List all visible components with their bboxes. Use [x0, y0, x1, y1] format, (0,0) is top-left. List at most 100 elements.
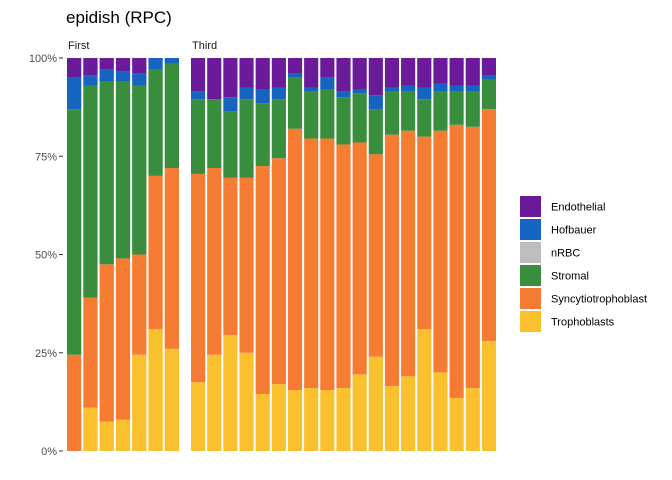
stacked-bar: [320, 58, 335, 451]
bar-segment-syncytiotrophoblast: [417, 136, 432, 330]
bar-segment-stromal: [433, 91, 448, 131]
bar-segment-trophoblasts: [417, 329, 432, 451]
legend-item-hofbauer: Hofbauer: [520, 219, 597, 240]
y-tick-label: 25%: [35, 348, 57, 360]
y-tick-label: 75%: [35, 151, 57, 163]
bar-segment-hofbauer: [115, 71, 131, 82]
bar-segment-syncytiotrophoblast: [336, 144, 351, 389]
bar-segment-syncytiotrophoblast: [99, 264, 114, 422]
bar-segment-hofbauer: [132, 73, 147, 86]
bar-segment-endothelial: [304, 58, 319, 88]
bar-segment-stromal: [368, 109, 383, 155]
bar-segment-stromal: [320, 89, 335, 139]
bar-segment-endothelial: [449, 58, 464, 86]
bar-segment-syncytiotrophoblast: [255, 166, 270, 395]
bar-segment-trophoblasts: [287, 390, 303, 451]
bar-segment-syncytiotrophoblast: [320, 138, 335, 391]
stacked-bar: [148, 58, 163, 451]
bar-segment-hofbauer: [320, 77, 335, 90]
bar-segment-syncytiotrophoblast: [352, 142, 367, 375]
bar-segment-trophoblasts: [191, 382, 206, 451]
stacked-bar: [239, 58, 254, 451]
bar-segment-stromal: [164, 63, 179, 169]
legend-label: Hofbauer: [551, 225, 597, 237]
bar-segment-endothelial: [417, 58, 432, 88]
bar-segment-trophoblasts: [83, 407, 98, 451]
bar-segment-endothelial: [207, 58, 222, 100]
bar-segment-trophoblasts: [223, 335, 238, 451]
stacked-bar: [132, 58, 147, 451]
stacked-bar: [271, 58, 286, 451]
bar-segment-trophoblasts: [401, 376, 416, 451]
legend-swatch: [520, 288, 541, 309]
legend-swatch: [520, 265, 541, 286]
bar-segment-stromal: [239, 99, 254, 178]
bar-segment-endothelial: [132, 58, 147, 74]
bar-segment-endothelial: [115, 58, 131, 72]
legend-label: nRBC: [551, 248, 580, 260]
bar-segment-hofbauer: [304, 87, 319, 92]
bar-segment-stromal: [148, 69, 163, 176]
stacked-bar: [164, 58, 179, 451]
bar-segment-endothelial: [271, 58, 286, 88]
bar-segment-syncytiotrophoblast: [368, 154, 383, 357]
bar-segment-stromal: [132, 85, 147, 255]
bar-segment-trophoblasts: [148, 329, 163, 451]
stacked-bar: [352, 58, 367, 451]
bar-segment-endothelial: [255, 58, 270, 90]
bar-segment-stromal: [255, 103, 270, 167]
bar-segment-hofbauer: [465, 85, 480, 92]
bar-segment-hofbauer: [401, 85, 416, 92]
stacked-bar: [384, 58, 400, 451]
bar-segment-trophoblasts: [132, 354, 147, 451]
bar-segment-hofbauer: [368, 95, 383, 110]
stacked-bar: [191, 58, 206, 451]
bar-segment-syncytiotrophoblast: [271, 158, 286, 385]
bar-segment-syncytiotrophoblast: [287, 128, 303, 391]
legend-label: Trophoblasts: [551, 317, 615, 329]
bar-segment-stromal: [352, 93, 367, 143]
stacked-bar: [465, 58, 480, 451]
bar-segment-stromal: [207, 99, 222, 169]
bar-segment-syncytiotrophoblast: [207, 168, 222, 355]
legend-swatch: [520, 242, 541, 263]
bar-segment-endothelial: [352, 58, 367, 90]
legend-label: Stromal: [551, 271, 589, 283]
bar-segment-syncytiotrophoblast: [449, 124, 464, 398]
bar-segment-trophoblasts: [384, 386, 400, 451]
stacked-bar: [481, 58, 496, 451]
bar-segment-trophoblasts: [115, 419, 131, 451]
bar-segment-endothelial: [336, 58, 351, 92]
panel-strip-label: Third: [192, 40, 217, 52]
bar-segment-endothelial: [433, 58, 448, 84]
bar-segment-endothelial: [368, 58, 383, 96]
bar-segment-hofbauer: [67, 77, 82, 110]
bar-segment-trophoblasts: [352, 374, 367, 451]
bar-segment-stromal: [223, 111, 238, 178]
y-axis: 0% 25% 50% 75% 100%: [29, 53, 63, 458]
bar-segment-syncytiotrophoblast: [223, 177, 238, 336]
bar-segment-trophoblasts: [465, 388, 480, 451]
bar-segment-syncytiotrophoblast: [132, 254, 147, 355]
bar-segment-endothelial: [99, 58, 114, 70]
legend-item-syncytiotrophoblast: Syncytiotrophoblast: [520, 288, 647, 309]
stacked-bar: [223, 58, 238, 451]
bar-segment-trophoblasts: [449, 397, 464, 451]
stacked-bar: [304, 58, 319, 451]
bar-segment-stromal: [336, 97, 351, 145]
bar-segment-stromal: [99, 81, 114, 265]
legend-item-nrbc: nRBC: [520, 242, 580, 263]
bar-segment-syncytiotrophoblast: [239, 177, 254, 353]
bar-segment-endothelial: [401, 58, 416, 86]
bar-segment-syncytiotrophoblast: [83, 297, 98, 408]
bar-segment-syncytiotrophoblast: [304, 138, 319, 389]
bar-segment-endothelial: [191, 58, 206, 92]
bar-segment-endothelial: [465, 58, 480, 86]
bar-segment-syncytiotrophoblast: [384, 134, 400, 387]
stacked-bar: [417, 58, 432, 451]
bar-segment-syncytiotrophoblast: [148, 175, 163, 330]
bar-segment-endothelial: [384, 58, 400, 88]
panels: First Third: [67, 40, 496, 451]
